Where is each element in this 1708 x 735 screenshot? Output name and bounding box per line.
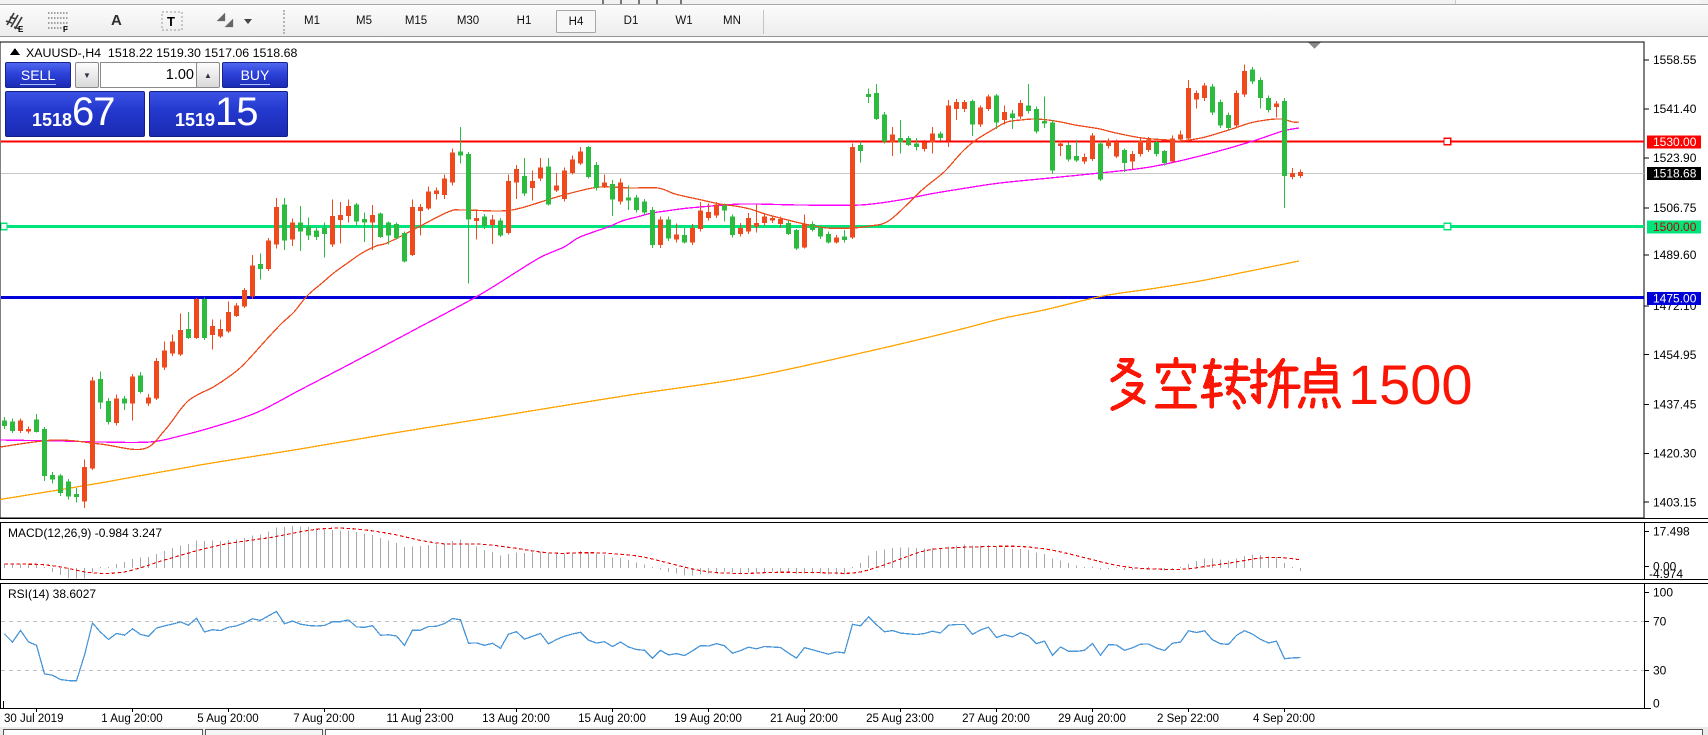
svg-text:1475.00: 1475.00 [1653, 292, 1697, 306]
svg-text:XAUUSD-,H4 1518.22 1519.30 15: XAUUSD-,H4 1518.22 1519.30 1517.06 1518.… [26, 46, 298, 60]
svg-text:4 Sep 20:00: 4 Sep 20:00 [1253, 713, 1315, 725]
svg-text:T: T [167, 14, 175, 29]
svg-text:1523.90: 1523.90 [1653, 151, 1697, 165]
svg-text:30: 30 [1653, 664, 1667, 678]
svg-text:1506.75: 1506.75 [1653, 201, 1697, 215]
svg-text:1 Aug 20:00: 1 Aug 20:00 [101, 713, 162, 725]
svg-text:7 Aug 20:00: 7 Aug 20:00 [293, 713, 354, 725]
svg-text:MACD(12,26,9) -0.984 3.247: MACD(12,26,9) -0.984 3.247 [8, 526, 162, 540]
svg-text:27 Aug 20:00: 27 Aug 20:00 [962, 713, 1030, 725]
svg-text:70: 70 [1653, 615, 1667, 629]
svg-text:30 Jul 2019: 30 Jul 2019 [4, 713, 63, 725]
svg-text:1558.55: 1558.55 [1653, 53, 1697, 67]
svg-text:1454.95: 1454.95 [1653, 348, 1697, 362]
svg-text:21 Aug 20:00: 21 Aug 20:00 [770, 713, 838, 725]
svg-text:15 Aug 20:00: 15 Aug 20:00 [578, 713, 646, 725]
svg-text:1530.00: 1530.00 [1653, 135, 1697, 149]
svg-text:RSI(14) 38.6027: RSI(14) 38.6027 [8, 587, 96, 601]
svg-text:1518.68: 1518.68 [1653, 167, 1697, 181]
svg-text:100: 100 [1653, 586, 1673, 600]
svg-text:5 Aug 20:00: 5 Aug 20:00 [197, 713, 258, 725]
svg-text:E: E [18, 25, 24, 33]
svg-text:0: 0 [1653, 697, 1660, 711]
svg-text:29 Aug 20:00: 29 Aug 20:00 [1058, 713, 1126, 725]
svg-text:25 Aug 23:00: 25 Aug 23:00 [866, 713, 934, 725]
svg-text:19 Aug 20:00: 19 Aug 20:00 [674, 713, 742, 725]
svg-text:0.00: 0.00 [1653, 560, 1677, 574]
svg-text:-4.974: -4.974 [1649, 567, 1683, 581]
svg-text:F: F [63, 25, 68, 33]
svg-text:1437.45: 1437.45 [1653, 398, 1697, 412]
svg-text:2 Sep 22:00: 2 Sep 22:00 [1157, 713, 1219, 725]
svg-text:1500: 1500 [1348, 353, 1473, 416]
svg-text:1489.60: 1489.60 [1653, 248, 1697, 262]
svg-text:17.498: 17.498 [1653, 525, 1690, 539]
svg-text:1541.40: 1541.40 [1653, 102, 1697, 116]
svg-text:1420.30: 1420.30 [1653, 447, 1697, 461]
svg-text:1403.15: 1403.15 [1653, 495, 1697, 509]
svg-text:1500.00: 1500.00 [1653, 220, 1697, 234]
svg-text:11 Aug 23:00: 11 Aug 23:00 [387, 713, 454, 725]
svg-text:13 Aug 20:00: 13 Aug 20:00 [482, 713, 550, 725]
